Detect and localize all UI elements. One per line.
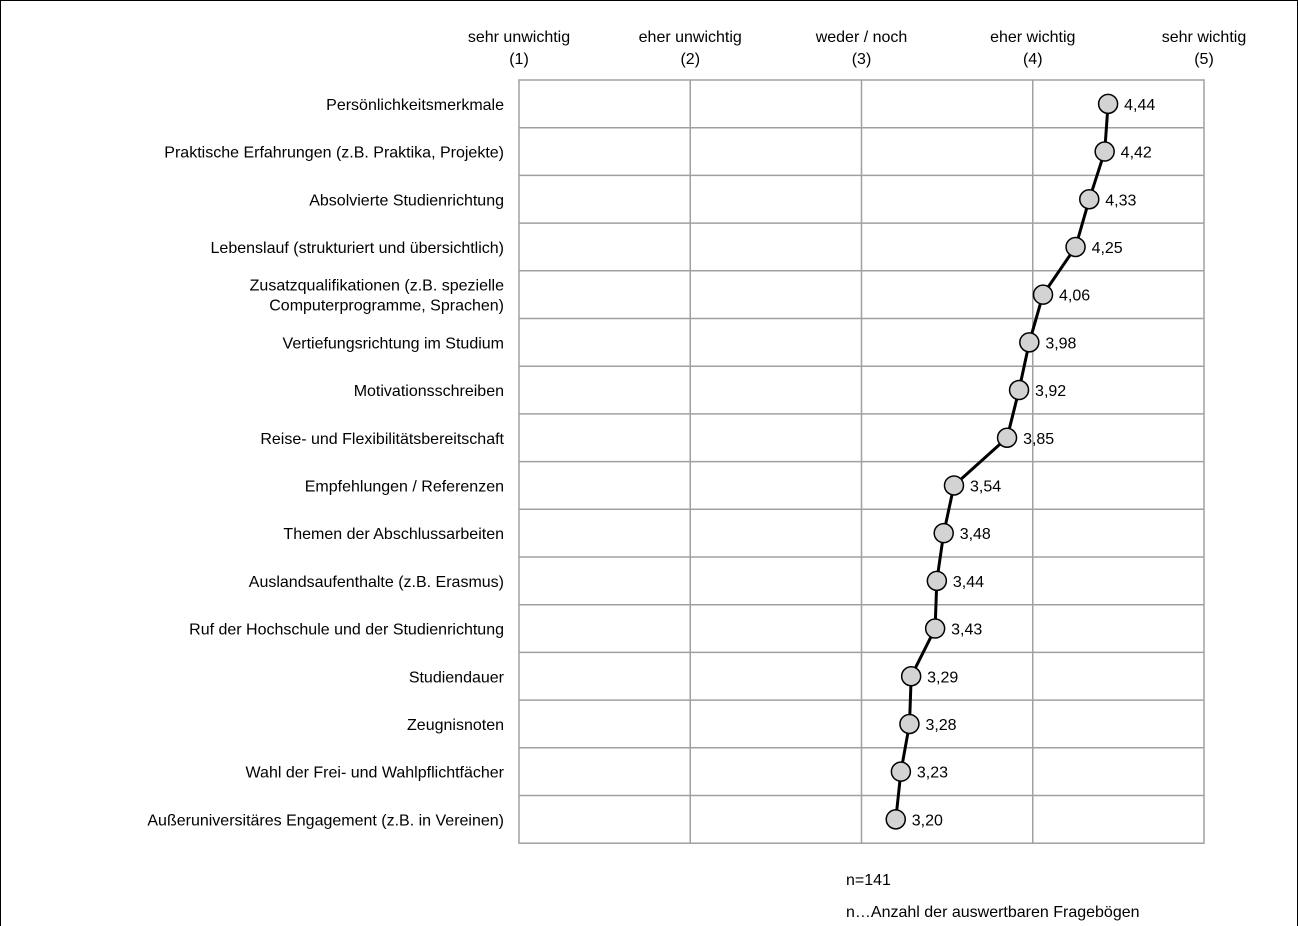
category-label: Außeruniversitäres Engagement (z.B. in V… — [147, 812, 504, 829]
data-label: 3,23 — [917, 765, 948, 782]
data-label: 3,28 — [925, 717, 956, 734]
data-label: 3,98 — [1045, 335, 1076, 352]
data-label: 3,29 — [927, 669, 958, 686]
tick-code: (4) — [1023, 51, 1043, 68]
category-label: Wahl der Frei- und Wahlpflichtfächer — [246, 765, 505, 782]
data-label: 3,48 — [960, 526, 991, 543]
tick-code: (1) — [509, 51, 529, 68]
category-label: Praktische Erfahrungen (z.B. Praktika, P… — [164, 145, 504, 162]
data-label: 3,43 — [951, 622, 982, 639]
sample-size-note: n=141 — [846, 872, 891, 889]
category-label: Empfehlungen / Referenzen — [305, 478, 504, 495]
data-label: 3,92 — [1035, 383, 1066, 400]
tick-label: weder / noch — [815, 29, 908, 46]
data-point — [1097, 93, 1119, 115]
data-label: 3,20 — [912, 812, 943, 829]
tick-label: eher unwichtig — [639, 29, 742, 46]
data-label: 3,54 — [970, 478, 1001, 495]
category-label: Lebenslauf (strukturiert und übersichtli… — [211, 240, 504, 257]
data-point — [885, 809, 906, 830]
category-label: Motivationsschreiben — [354, 383, 504, 400]
data-point — [890, 761, 912, 782]
data-point — [1079, 189, 1100, 210]
profile-line — [894, 103, 1110, 820]
data-point — [926, 570, 948, 592]
data-point — [924, 618, 946, 639]
tick-code: (5) — [1194, 51, 1214, 68]
category-label: Ruf der Hochschule und der Studienrichtu… — [189, 622, 504, 639]
data-point — [900, 666, 922, 687]
category-label: Studiendauer — [409, 669, 505, 686]
data-point — [899, 713, 920, 735]
data-point — [1019, 332, 1040, 353]
data-point — [1094, 141, 1115, 162]
sample-size-definition: n…Anzahl der auswertbaren Fragebögen — [846, 904, 1140, 921]
category-label: Reise- und Flexibilitätsbereitschaft — [260, 431, 504, 448]
data-label: 4,33 — [1105, 192, 1136, 209]
category-label: Themen der Abschlussarbeiten — [283, 526, 504, 543]
tick-code: (2) — [680, 51, 700, 68]
data-point — [943, 475, 965, 496]
tick-label: sehr wichtig — [1162, 29, 1246, 46]
category-label: Persönlichkeitsmerkmale — [326, 97, 504, 114]
data-label: 4,06 — [1059, 288, 1090, 305]
tick-label: sehr unwichtig — [468, 29, 570, 46]
data-point — [1065, 236, 1086, 258]
category-label: Auslandsaufenthalte (z.B. Erasmus) — [249, 574, 504, 591]
data-label: 3,44 — [953, 574, 984, 591]
category-label: Zeugnisnoten — [407, 717, 504, 734]
category-label: Absolvierte Studienrichtung — [309, 192, 504, 209]
data-label: 4,25 — [1092, 240, 1123, 257]
data-point — [996, 427, 1018, 448]
data-label: 4,42 — [1121, 145, 1152, 162]
data-label: 4,44 — [1124, 97, 1155, 114]
data-point — [933, 522, 954, 544]
tick-code: (3) — [852, 51, 872, 68]
data-point — [1032, 284, 1054, 305]
tick-label: eher wichtig — [990, 29, 1075, 46]
data-label: 3,85 — [1023, 431, 1054, 448]
category-label: Vertiefungsrichtung im Studium — [283, 335, 504, 352]
category-label: Zusatzqualifikationen (z.B. spezielle Com… — [250, 278, 504, 315]
data-point — [1008, 379, 1030, 401]
